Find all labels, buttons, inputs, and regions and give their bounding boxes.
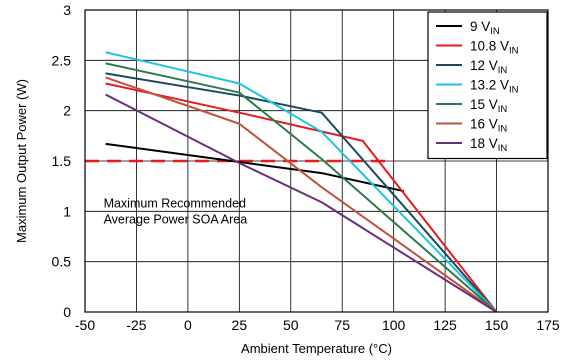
legend-label: 15 VIN [470,97,507,115]
series-group [105,51,498,313]
x-tick-label: -25 [126,317,146,333]
series-line-1 [105,82,498,313]
legend-label: 10.8 VIN [470,39,519,57]
x-tick-label: 0 [184,317,192,333]
series-line-0 [105,142,405,193]
legend-label: 9 VIN [470,19,500,37]
x-tick-label: 25 [232,317,248,333]
y-axis-label: Maximum Output Power (W) [14,79,29,243]
legend-label-subscript: IN [498,143,508,154]
y-tick-label: 0 [63,304,71,320]
x-tick-label: 175 [536,317,560,333]
x-tick-label: 50 [283,317,299,333]
legend-label-main: 9 V [470,19,490,34]
legend-label-main: 10.8 V [470,39,509,54]
series-line-4 [105,62,498,313]
x-tick-label: -50 [75,317,95,333]
x-tick-label: 125 [433,317,457,333]
annotation: Maximum Recommended Average Power SOA Ar… [104,196,248,226]
legend-label-main: 12 V [470,58,498,73]
y-tick-label: 0.5 [52,254,72,270]
legend-label-main: 13.2 V [470,78,509,93]
legend-label-subscript: IN [498,124,508,135]
legend-label: 16 VIN [470,117,507,135]
legend-label-main: 16 V [470,117,498,132]
legend-label-subscript: IN [498,104,508,115]
annotation-line-2: Average Power SOA Area [104,212,248,226]
x-tick-label: 100 [382,317,406,333]
y-tick-label: 3 [63,2,71,18]
y-tick-label: 1.5 [52,153,72,169]
legend-label-subscript: IN [509,85,519,96]
legend-label-subscript: IN [490,26,500,37]
legend-label: 12 VIN [470,58,507,76]
x-tick-label: 150 [485,317,509,333]
legend-label-subscript: IN [498,65,508,76]
y-tick-label: 1 [63,203,71,219]
series-line-3 [105,51,498,313]
y-tick-label: 2 [63,103,71,119]
x-axis-label: Ambient Temperature (°C) [241,341,392,356]
legend-label-main: 18 V [470,136,498,151]
legend-label-subscript: IN [509,46,519,57]
series-line-2 [105,72,498,313]
legend-label-main: 15 V [470,97,498,112]
legend-label: 13.2 VIN [470,78,519,96]
plot-frame [84,9,549,313]
series-line-5 [105,76,498,313]
y-tick-label: 2.5 [52,52,72,68]
legend-label: 18 VIN [470,136,507,154]
x-tick-label: 75 [334,317,350,333]
series-line-6 [105,93,498,313]
tick-labels: -50 -25 0 25 50 75 100 125 150 175 0 0.5 1 1.5 2 2.5 3 [52,2,560,333]
annotation-line-1: Maximum Recommended [104,196,246,210]
